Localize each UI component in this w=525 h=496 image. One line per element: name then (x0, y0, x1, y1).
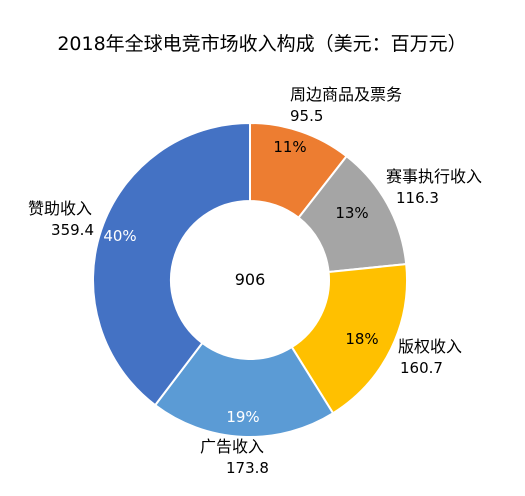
donut-slice (290, 263, 408, 415)
slices-layer (92, 121, 408, 438)
slice-percent-label: 40% (103, 227, 136, 245)
slice-percent-label: 18% (345, 330, 378, 348)
slice-value-label: 359.4 (51, 221, 94, 239)
labels-layer: 11% 周边商品及票务 95.5 13% 赛事执行收入 116.3 18% 版权收入 160.7… (28, 85, 482, 477)
slice-value-label: 160.7 (400, 359, 443, 377)
slice-category-label: 赛事执行收入 (386, 167, 482, 186)
slice-value-label: 95.5 (290, 107, 323, 125)
slice-category-label: 广告收入 (200, 437, 264, 456)
chart-title: 2018年全球电竞市场收入构成（美元：百万元） (57, 33, 466, 55)
slice-value-label: 173.8 (226, 459, 269, 477)
slice-category-label: 版权收入 (398, 337, 462, 356)
slice-category-label: 周边商品及票务 (290, 85, 402, 104)
slice-percent-label: 11% (273, 138, 306, 156)
donut-slice (92, 121, 251, 407)
center-total-label: 906 (235, 270, 266, 289)
slice-value-label: 116.3 (396, 189, 439, 207)
slice-percent-label: 19% (226, 408, 259, 426)
slice-percent-label: 13% (335, 204, 368, 222)
donut-slice (153, 341, 335, 438)
slice-category-label: 赞助收入 (28, 199, 92, 218)
